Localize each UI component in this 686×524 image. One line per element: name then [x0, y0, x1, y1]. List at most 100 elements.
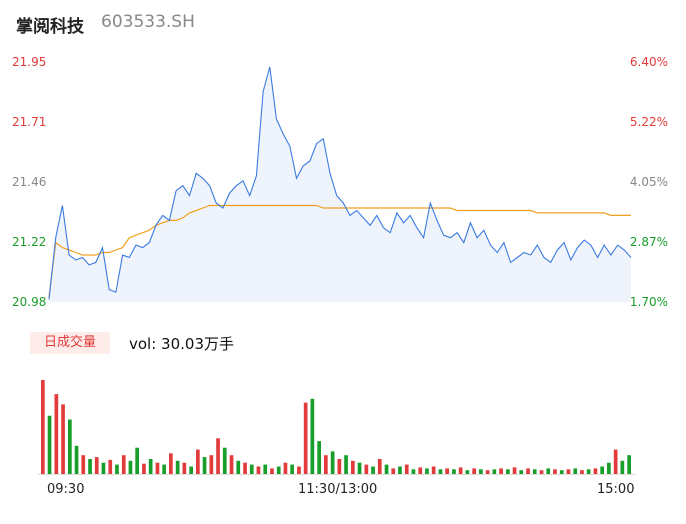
- volume-bar: [249, 464, 254, 474]
- volume-bar: [276, 466, 281, 474]
- volume-bar: [438, 469, 443, 474]
- volume-bar: [243, 462, 247, 474]
- percent-tick-label: 2.87%: [629, 235, 668, 249]
- volume-bar: [519, 470, 524, 474]
- volume-bar: [600, 466, 604, 474]
- volume-bar: [492, 469, 497, 474]
- volume-bar: [162, 464, 166, 474]
- volume-bar: [324, 455, 328, 474]
- volume-bar: [229, 455, 234, 474]
- volume-bar: [344, 455, 348, 474]
- stock-code: 603533.SH: [101, 12, 195, 32]
- volume-bar: [175, 460, 180, 474]
- volume-bar: [607, 462, 611, 474]
- volume-bar: [593, 468, 598, 474]
- volume-bar: [337, 459, 342, 474]
- volume-bar: [580, 470, 584, 474]
- volume-bar: [512, 467, 517, 474]
- volume-bar: [573, 468, 578, 474]
- volume-bar: [115, 464, 119, 474]
- volume-bar: [499, 468, 503, 474]
- percent-tick-label: 5.22%: [629, 115, 668, 129]
- volume-bar: [546, 468, 551, 474]
- volume-bar: [586, 469, 591, 474]
- volume-bar: [431, 466, 436, 474]
- volume-bar: [68, 419, 72, 474]
- volume-bar: [404, 464, 409, 474]
- volume-bar: [351, 460, 355, 474]
- volume-bar: [121, 455, 126, 474]
- volume-bar: [101, 462, 106, 474]
- volume-bar: [148, 459, 153, 474]
- volume-bar: [155, 462, 160, 474]
- volume-bar: [559, 470, 564, 474]
- price-tick-label: 21.46: [12, 175, 47, 189]
- volume-text: vol: 30.03万手: [129, 335, 234, 353]
- volume-bar: [458, 467, 463, 474]
- volume-bar: [290, 464, 294, 474]
- volume-bar: [485, 470, 490, 474]
- volume-bar: [425, 468, 429, 474]
- volume-bar: [256, 466, 261, 474]
- volume-bar: [371, 466, 375, 474]
- volume-bar: [142, 463, 146, 474]
- price-tick-label: 21.71: [12, 115, 47, 129]
- volume-bar: [81, 455, 86, 474]
- volume-bar: [506, 469, 510, 474]
- volume-bar: [270, 468, 274, 474]
- volume-bar: [472, 468, 476, 474]
- volume-bar: [391, 468, 396, 474]
- time-label-midday: 11:30/13:00: [298, 482, 378, 497]
- volume-bar: [310, 398, 315, 474]
- volume-bar: [128, 460, 133, 474]
- volume-bar: [189, 466, 193, 474]
- volume-bar: [330, 451, 335, 474]
- volume-bar: [41, 380, 45, 474]
- volume-bar: [553, 469, 557, 474]
- volume-bar: [182, 462, 187, 474]
- volume-bar: [627, 455, 631, 474]
- percent-tick-label: 1.70%: [629, 295, 668, 309]
- volume-bar: [465, 470, 470, 474]
- percent-tick-label: 6.40%: [629, 55, 668, 69]
- volume-bar: [135, 447, 139, 474]
- volume-bar: [452, 469, 456, 474]
- volume-bar: [47, 415, 52, 474]
- average-price-line: [48, 204, 631, 298]
- volume-bar: [364, 464, 369, 474]
- volume-bar: [61, 404, 65, 474]
- stock-name: 掌阅科技: [16, 17, 84, 37]
- volume-bar: [418, 467, 423, 474]
- volume-bar: [377, 459, 382, 474]
- volume-bar: [526, 468, 530, 474]
- price-line: [48, 66, 632, 300]
- volume-bar: [398, 466, 402, 474]
- price-tick-label: 21.22: [12, 235, 47, 249]
- volume-bar: [303, 402, 308, 474]
- volume-bar: [539, 470, 544, 474]
- volume-bar: [169, 453, 173, 474]
- volume-bar: [202, 457, 207, 474]
- price-tick-label: 21.95: [12, 55, 47, 69]
- volume-bar: [236, 460, 241, 474]
- volume-bar: [620, 460, 625, 474]
- volume-bar: [216, 438, 220, 474]
- volume-bar: [445, 468, 449, 474]
- volume-bar: [479, 469, 483, 474]
- price-area-fill: [49, 66, 631, 303]
- volume-bar: [94, 457, 99, 474]
- volume-bar: [209, 455, 214, 474]
- percent-tick-label: 4.05%: [629, 175, 668, 189]
- volume-bar: [283, 462, 288, 474]
- volume-bar: [74, 445, 79, 474]
- volume-bar: [263, 464, 268, 474]
- volume-bar: [532, 469, 537, 474]
- price-tick-label: 20.98: [12, 295, 47, 309]
- volume-bar: [222, 447, 227, 474]
- time-label-open: 09:30: [47, 482, 85, 497]
- volume-bar: [411, 469, 416, 474]
- volume-badge: 日成交量: [30, 332, 110, 354]
- volume-bar: [566, 469, 571, 474]
- volume-bar: [297, 466, 301, 474]
